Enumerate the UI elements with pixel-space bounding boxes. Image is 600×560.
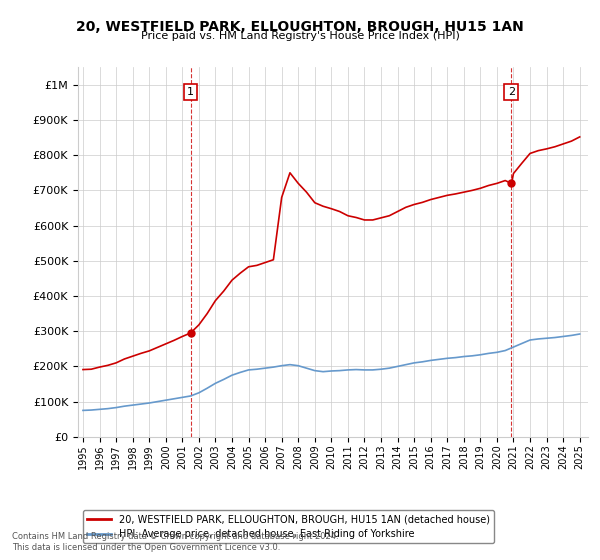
Legend: 20, WESTFIELD PARK, ELLOUGHTON, BROUGH, HU15 1AN (detached house), HPI: Average : 20, WESTFIELD PARK, ELLOUGHTON, BROUGH, … (83, 510, 494, 543)
Text: 20, WESTFIELD PARK, ELLOUGHTON, BROUGH, HU15 1AN: 20, WESTFIELD PARK, ELLOUGHTON, BROUGH, … (76, 20, 524, 34)
Text: Price paid vs. HM Land Registry's House Price Index (HPI): Price paid vs. HM Land Registry's House … (140, 31, 460, 41)
Text: Contains HM Land Registry data © Crown copyright and database right 2024.
This d: Contains HM Land Registry data © Crown c… (12, 532, 338, 552)
Text: 1: 1 (187, 87, 194, 97)
Text: 2: 2 (508, 87, 515, 97)
